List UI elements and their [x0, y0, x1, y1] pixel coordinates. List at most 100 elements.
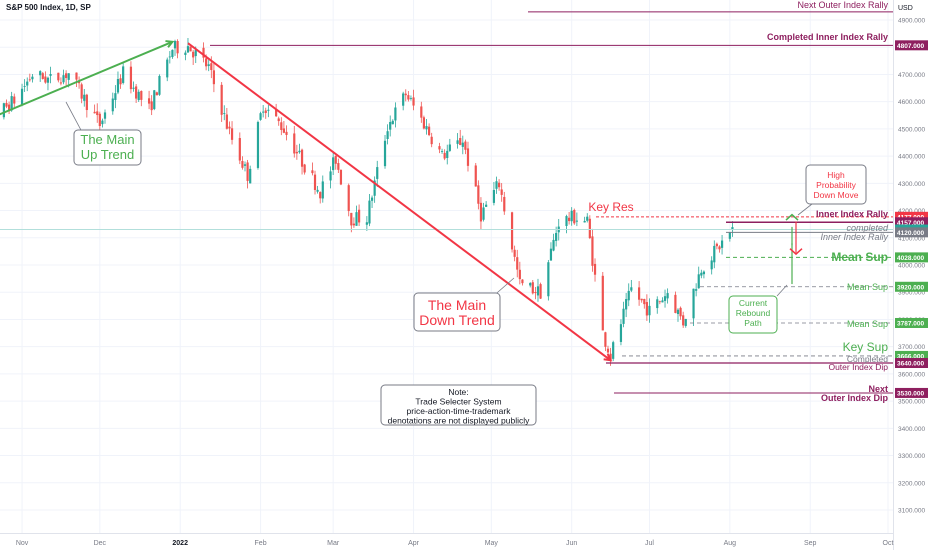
candle	[158, 74, 161, 96]
candle-body	[412, 97, 415, 106]
flag-value: 3920.000	[897, 284, 924, 291]
candle-body	[521, 279, 524, 284]
flag-value: 3640.000	[897, 361, 924, 368]
candle-body	[166, 59, 169, 78]
candle	[619, 319, 623, 346]
candle	[407, 91, 410, 102]
candle-body	[679, 307, 682, 317]
mean-sup-main-label: Mean Sup	[831, 250, 888, 264]
candle-body	[549, 248, 553, 261]
up-trend-arrowhead	[165, 40, 175, 48]
flag-value: 3666.000	[897, 353, 924, 360]
candle-body	[347, 185, 350, 212]
candle	[98, 111, 101, 132]
candle-body	[171, 49, 174, 58]
candle	[339, 169, 343, 186]
flag-value: 3530.000	[897, 390, 924, 397]
candle	[676, 308, 680, 322]
up-trend-callout	[73, 129, 142, 166]
candle	[332, 151, 335, 176]
price-tick-label: 3200.000	[898, 480, 925, 487]
candle	[420, 101, 423, 123]
candle-body	[7, 104, 11, 112]
candle-body	[57, 72, 60, 81]
time-tick-label: 2022	[172, 540, 188, 547]
candle-body	[459, 138, 462, 145]
price-tick-label: 3300.000	[898, 453, 925, 460]
flag-box	[895, 217, 928, 228]
candle	[586, 213, 589, 223]
candle-body	[588, 218, 591, 239]
candle	[409, 95, 413, 101]
candle-body	[601, 275, 604, 331]
candle-body	[643, 298, 646, 305]
candle-body	[492, 189, 496, 203]
candle	[62, 69, 65, 85]
candle-body	[352, 223, 356, 226]
candle-body	[49, 74, 52, 76]
candle-body	[23, 86, 26, 87]
price-tick-label: 3100.000	[898, 508, 925, 515]
candle	[404, 89, 407, 102]
candle	[661, 297, 664, 303]
candle	[391, 119, 394, 125]
candle-body	[534, 292, 537, 294]
candle	[80, 82, 83, 104]
currency-label: USD	[898, 5, 913, 12]
candle	[119, 74, 122, 89]
candle-body	[114, 93, 117, 101]
candle-body	[77, 81, 81, 84]
time-tick-label: May	[485, 540, 499, 547]
candle-body	[275, 108, 278, 117]
candle	[277, 116, 280, 126]
candle	[679, 306, 682, 320]
candle-body	[282, 128, 286, 133]
candle-body	[674, 294, 677, 313]
candle	[238, 132, 241, 165]
candle-body	[586, 216, 589, 221]
candle	[285, 125, 288, 141]
candle	[645, 294, 648, 321]
candle-body	[619, 324, 623, 342]
candle	[59, 77, 63, 86]
candle-body	[510, 212, 514, 250]
candle-body	[228, 126, 231, 129]
candle	[298, 143, 301, 154]
candle-body	[300, 149, 304, 167]
candle	[243, 161, 247, 172]
outer-dip-flag: 3640.000	[895, 358, 928, 368]
candle	[65, 70, 68, 86]
candle-body	[609, 353, 612, 360]
candle-body	[575, 220, 578, 222]
candle-body	[612, 342, 615, 359]
candle	[513, 245, 516, 262]
candle-body	[5, 102, 8, 107]
candle	[111, 92, 114, 115]
candle-body	[427, 126, 431, 136]
candle	[604, 331, 607, 352]
flag-value: 4157.000	[897, 220, 924, 227]
candle-body	[591, 236, 594, 266]
down-trend-callout	[413, 292, 501, 332]
candle	[516, 249, 519, 278]
candle	[630, 279, 633, 293]
candle	[212, 62, 215, 93]
candle-body	[280, 122, 283, 130]
candle	[588, 215, 591, 240]
candle-body	[135, 86, 138, 99]
candle	[373, 176, 376, 203]
candle	[700, 269, 703, 279]
note-text: Note: Trade Selecter System price-action-t…	[388, 387, 531, 426]
candle	[223, 105, 226, 121]
key-sup-label: Key Sup	[843, 340, 889, 354]
candle-body	[31, 76, 34, 80]
candle	[230, 121, 234, 145]
mean-sup-small-1-label: Mean Sup	[847, 282, 888, 292]
candle	[137, 89, 140, 102]
candle-body	[710, 260, 713, 270]
completed-small-label: completed	[846, 223, 889, 233]
candle	[479, 197, 483, 230]
candle	[122, 62, 125, 85]
price-tick-label: 4100.000	[898, 235, 925, 242]
